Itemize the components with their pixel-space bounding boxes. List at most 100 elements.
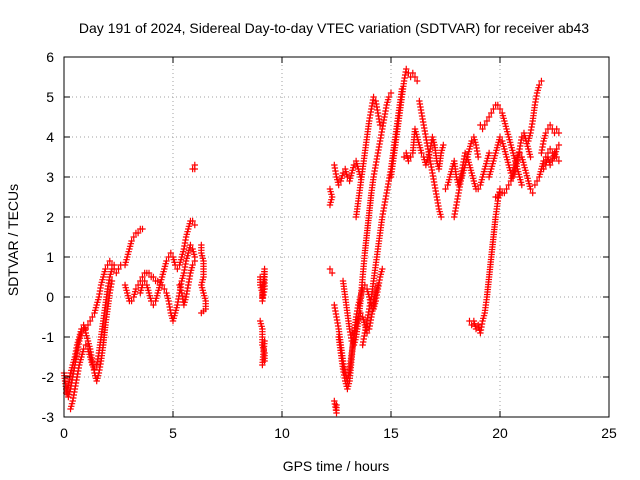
y-tick-label: -2 — [42, 369, 55, 385]
data-point — [261, 337, 268, 345]
data-point — [189, 217, 196, 225]
plot-frame — [63, 56, 610, 418]
data-point — [494, 193, 502, 201]
y-tick-label: 5 — [46, 89, 54, 105]
data-point — [442, 185, 449, 193]
data-point — [191, 257, 198, 265]
data-point — [540, 165, 547, 173]
data-point — [150, 301, 157, 309]
data-point — [128, 297, 135, 305]
y-tick-label: 4 — [46, 129, 54, 145]
data-point — [407, 153, 414, 161]
data-point — [505, 181, 512, 189]
data-point — [167, 249, 175, 257]
data-point — [498, 189, 506, 197]
data-point — [411, 73, 419, 81]
data-point — [110, 261, 118, 269]
data-point — [527, 153, 534, 161]
data-point — [490, 105, 497, 113]
data-point — [529, 189, 536, 197]
data-point — [191, 161, 198, 169]
data-points — [60, 65, 563, 417]
data-point — [405, 157, 412, 165]
data-point — [494, 101, 502, 109]
data-point — [141, 277, 148, 285]
data-point — [191, 221, 198, 229]
data-point — [468, 321, 475, 329]
data-point — [387, 89, 395, 97]
data-point — [418, 149, 425, 157]
data-point — [485, 149, 493, 157]
data-point — [370, 93, 377, 101]
data-point — [553, 145, 560, 153]
data-point — [348, 337, 355, 345]
data-point — [479, 125, 486, 133]
data-point — [413, 77, 421, 85]
data-point — [542, 129, 549, 137]
data-point — [518, 181, 525, 189]
data-point — [496, 133, 504, 141]
data-point — [485, 113, 493, 121]
data-point — [128, 237, 135, 245]
data-point — [546, 161, 554, 169]
data-point — [350, 161, 358, 169]
data-point — [385, 93, 393, 101]
data-point — [174, 265, 181, 273]
data-point — [472, 325, 480, 333]
grid-lines — [64, 57, 609, 417]
data-point — [78, 325, 85, 333]
data-point — [376, 121, 384, 129]
data-point — [132, 285, 140, 293]
data-point — [335, 181, 342, 189]
data-point — [187, 241, 194, 249]
x-tick-label: 15 — [383, 425, 399, 441]
data-point — [551, 149, 558, 157]
data-point — [189, 261, 196, 269]
data-point — [113, 269, 120, 277]
data-point — [115, 265, 122, 273]
x-tick-label: 25 — [601, 425, 617, 441]
data-point — [108, 265, 116, 273]
data-point — [333, 401, 340, 409]
data-point — [326, 185, 334, 193]
data-point — [555, 129, 563, 137]
data-point — [150, 273, 157, 281]
data-point — [437, 213, 445, 221]
x-axis-label: GPS time / hours — [283, 458, 390, 474]
data-point — [139, 225, 146, 233]
data-point — [533, 177, 541, 185]
data-point — [339, 169, 347, 177]
y-tick-label: 3 — [46, 169, 54, 185]
data-point — [379, 265, 386, 273]
data-point — [518, 133, 525, 141]
chart-title: Day 191 of 2024, Sidereal Day-to-day VTE… — [79, 20, 589, 36]
y-tick-label: 2 — [46, 209, 54, 225]
y-tick-label: -1 — [42, 329, 55, 345]
y-tick-label: 1 — [46, 249, 54, 265]
data-point — [403, 65, 410, 73]
data-point — [344, 173, 351, 181]
x-tick-label: 10 — [274, 425, 290, 441]
data-point — [536, 81, 543, 89]
x-tick-label: 20 — [492, 425, 508, 441]
x-tick-label: 0 — [60, 425, 68, 441]
data-point — [400, 153, 408, 161]
y-tick-label: 0 — [46, 289, 54, 305]
data-point — [134, 229, 142, 237]
data-point — [483, 117, 491, 125]
data-point — [328, 269, 336, 277]
data-point — [440, 141, 447, 149]
data-point — [553, 125, 560, 133]
y-tick-label: -3 — [42, 409, 55, 425]
data-point — [553, 153, 560, 161]
data-point — [546, 145, 554, 153]
data-point — [475, 185, 482, 193]
axis-ticks: 0 5 10 15 20 25 -3 -2 -1 0 1 2 3 4 5 6 — [42, 49, 617, 441]
data-point — [555, 141, 563, 149]
data-point — [326, 265, 334, 273]
data-point — [468, 137, 475, 145]
data-point — [102, 265, 109, 273]
data-point — [488, 109, 495, 117]
data-point — [106, 257, 113, 265]
data-point — [516, 149, 523, 157]
